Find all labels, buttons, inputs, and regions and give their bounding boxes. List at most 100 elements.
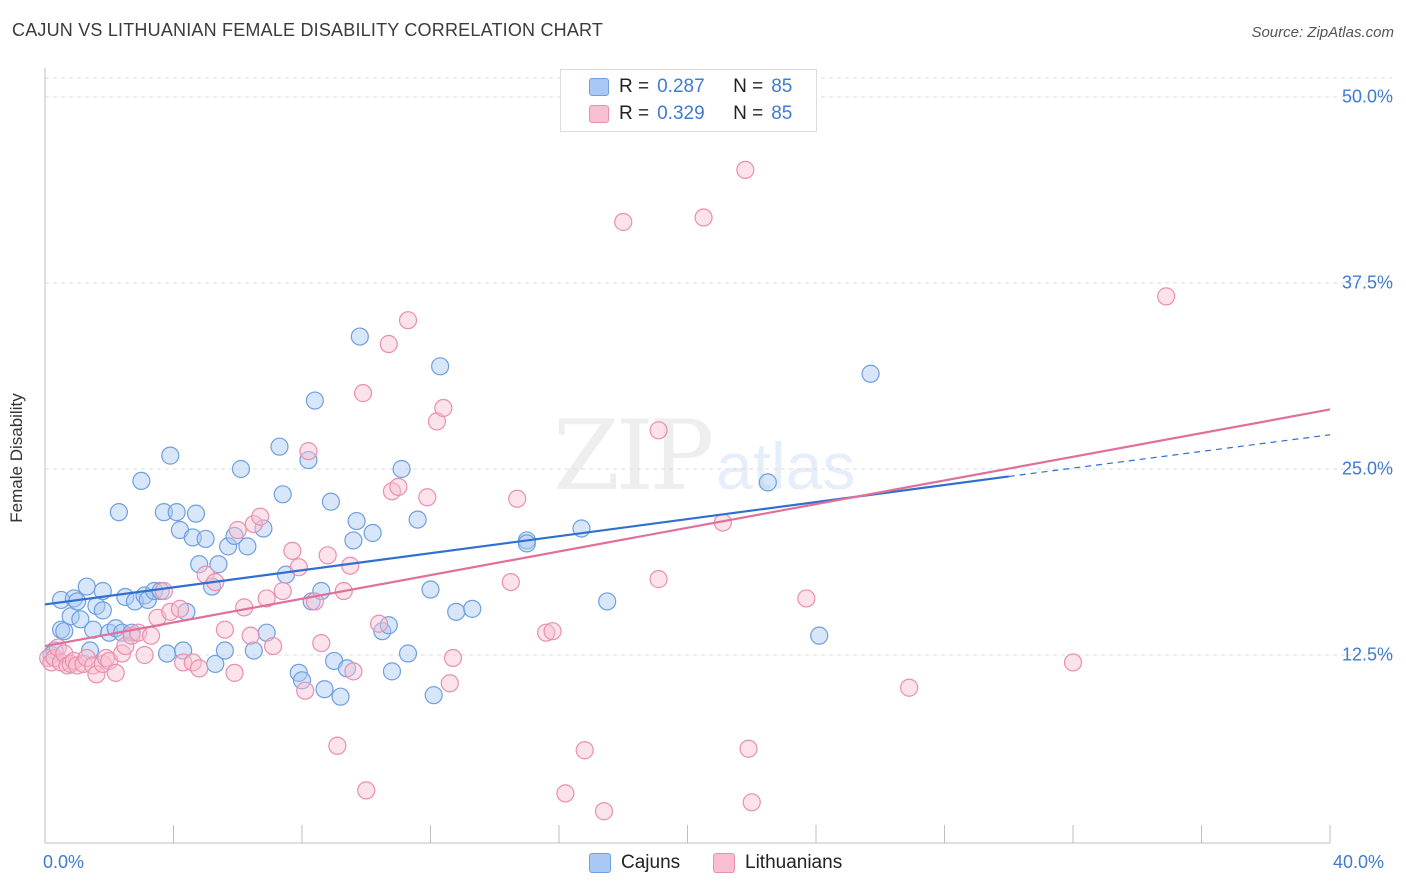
lithuanian-point	[357, 781, 376, 800]
lithuanian-point	[739, 739, 758, 758]
lithuanian-point	[1157, 287, 1176, 306]
lithuanian-point	[318, 546, 337, 565]
lithuanian-point	[742, 793, 761, 812]
lithuanian-point	[797, 589, 816, 608]
cajun-point	[447, 602, 466, 621]
cajun-point	[379, 616, 398, 635]
watermark-atlas: atlas	[716, 429, 856, 503]
lithuanian-point	[370, 614, 389, 633]
cajun-point	[238, 537, 257, 556]
cajun-point	[77, 577, 96, 596]
lithuanian-point	[501, 572, 520, 592]
cajun-point	[219, 537, 238, 556]
cajun-point	[270, 437, 289, 456]
legend-swatch-lithuanians	[589, 105, 609, 123]
lithuanian-point	[537, 623, 556, 642]
cajun-point	[350, 327, 369, 346]
lithuanian-point	[900, 678, 919, 697]
cajun-point	[321, 492, 341, 511]
cajun-point	[196, 529, 215, 549]
lithuanian-point	[68, 656, 87, 675]
watermark-zip: ZIP	[553, 400, 714, 512]
cajun-point	[132, 471, 151, 491]
lithuanian-point	[296, 681, 315, 700]
lithuanian-point	[594, 802, 614, 821]
series-label-lithuanians: Lithuanians	[745, 852, 843, 873]
cajun-point	[398, 644, 418, 663]
cajun-point	[292, 671, 312, 690]
lithuanian-point	[649, 421, 668, 440]
cajun-point	[109, 503, 128, 522]
lithuanian-point	[440, 674, 459, 693]
lithuanian-point	[398, 311, 418, 330]
cajun-point	[331, 687, 350, 706]
lithuanian-trend-line	[44, 408, 1331, 648]
source-credit: Source: ZipAtlas.com	[1251, 24, 1394, 41]
cajun-point	[463, 599, 482, 618]
y-tick-label: 50.0%	[1341, 86, 1393, 107]
cajun-point	[392, 459, 411, 479]
lithuanian-point	[106, 663, 125, 682]
lithuanian-point	[263, 636, 283, 656]
cajun-point	[93, 601, 112, 620]
cajun-point	[810, 626, 829, 645]
cajun-point	[363, 523, 382, 543]
lithuanian-point	[614, 212, 633, 232]
chart-title: CAJUN VS LITHUANIAN FEMALE DISABILITY CO…	[12, 20, 604, 40]
cajun-point	[71, 610, 90, 629]
legend-n-label: N =	[733, 76, 764, 97]
cajun-point	[424, 686, 443, 705]
legend-swatch-cajuns	[589, 78, 609, 96]
cajun-point	[861, 364, 880, 383]
legend-r-label: R =	[619, 103, 650, 124]
lithuanian-point	[257, 589, 276, 608]
lithuanian-point	[61, 654, 80, 674]
lithuanian-point	[575, 741, 594, 760]
lithuanian-point	[87, 665, 106, 684]
y-tick-label: 37.5%	[1341, 272, 1393, 293]
correlation-legend: R = 0.287 N = 85 R = 0.329 N = 85	[560, 69, 817, 132]
legend-n-value: 85	[771, 103, 793, 124]
legend-row-cajuns: R = 0.287 N = 85	[589, 75, 792, 99]
series-legend-lithuanians[interactable]: Lithuanians	[713, 852, 842, 874]
legend-row-lithuanians: R = 0.329 N = 85	[589, 102, 792, 126]
lithuanian-point	[154, 581, 173, 601]
lithuanian-point	[543, 622, 562, 641]
cajun-point	[273, 485, 292, 504]
lithuanian-point	[225, 663, 244, 682]
lithuanian-point	[77, 648, 96, 668]
series-legend: Cajuns Lithuanians	[0, 852, 1406, 878]
lithuanian-point	[241, 626, 260, 645]
lithuanian-point	[244, 514, 263, 534]
legend-r-value: 0.329	[657, 103, 705, 124]
y-tick-label: 25.0%	[1341, 458, 1393, 479]
lithuanian-point	[353, 384, 373, 403]
lithuanian-point	[443, 648, 463, 668]
lithuanian-point	[289, 558, 308, 577]
series-swatch-lithuanians	[713, 853, 735, 873]
legend-n-label: N =	[733, 103, 764, 124]
lithuanian-point	[508, 489, 527, 508]
cajun-point	[215, 641, 234, 660]
lithuanian-point	[694, 208, 713, 227]
lithuanian-point	[389, 477, 408, 496]
lithuanian-point	[135, 645, 154, 665]
cajun-point	[186, 504, 206, 523]
series-legend-cajuns[interactable]: Cajuns	[589, 852, 680, 874]
lithuanian-point	[379, 334, 398, 354]
lithuanian-point	[273, 581, 292, 601]
cajun-point	[231, 459, 251, 479]
lithuanian-point	[190, 659, 209, 678]
cajun-point	[517, 534, 536, 553]
lithuanian-point	[251, 507, 270, 526]
cajun-point	[254, 519, 273, 538]
x-tick-label-max: 40.0%	[1333, 852, 1385, 872]
cajun-point	[758, 473, 777, 492]
cajun-point	[347, 511, 366, 531]
legend-n-value: 85	[771, 76, 793, 97]
lithuanian-point	[312, 633, 331, 653]
series-swatch-cajuns	[589, 853, 611, 873]
cajun-point	[598, 592, 617, 611]
cajun-point	[431, 357, 450, 376]
